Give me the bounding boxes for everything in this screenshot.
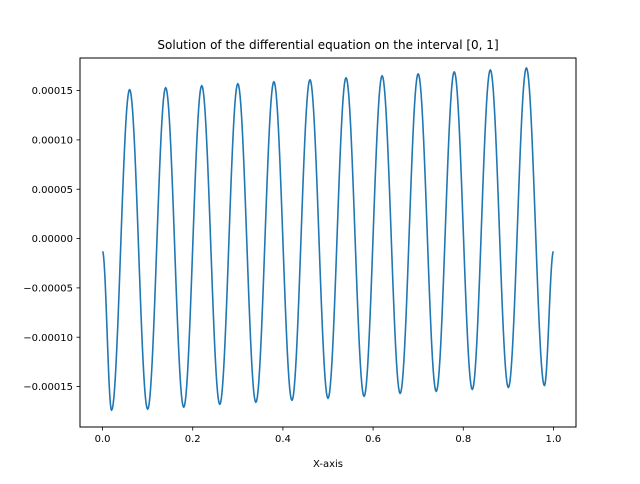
x-tick-label: 0.8 [455,434,471,445]
y-tick-label: 0.00015 [32,86,73,97]
y-tick-label: 0.00000 [32,234,73,245]
chart-title: Solution of the differential equation on… [157,38,498,52]
x-tick-label: 1.0 [546,434,562,445]
y-tick-label: −0.00015 [23,382,73,393]
y-axis: −0.00015 −0.00010 −0.00005 0.00000 0.00005 0.… [23,86,80,393]
axes-frame [79,57,577,428]
y-tick-label: −0.00010 [23,333,73,344]
x-tick-label: 0.6 [365,434,381,445]
x-tick-label: 0.2 [185,434,201,445]
x-axis: 0.0 0.2 0.4 0.6 0.8 1.0 [95,427,562,445]
y-tick-label: 0.00005 [32,185,73,196]
plot-area [101,67,555,412]
y-tick-label: −0.00005 [23,283,73,294]
y-tick-label: 0.00010 [32,135,73,146]
x-axis-label: X-axis [313,459,343,470]
x-tick-label: 0.0 [95,434,111,445]
x-tick-label: 0.4 [275,434,291,445]
series-line-0 [101,67,555,412]
